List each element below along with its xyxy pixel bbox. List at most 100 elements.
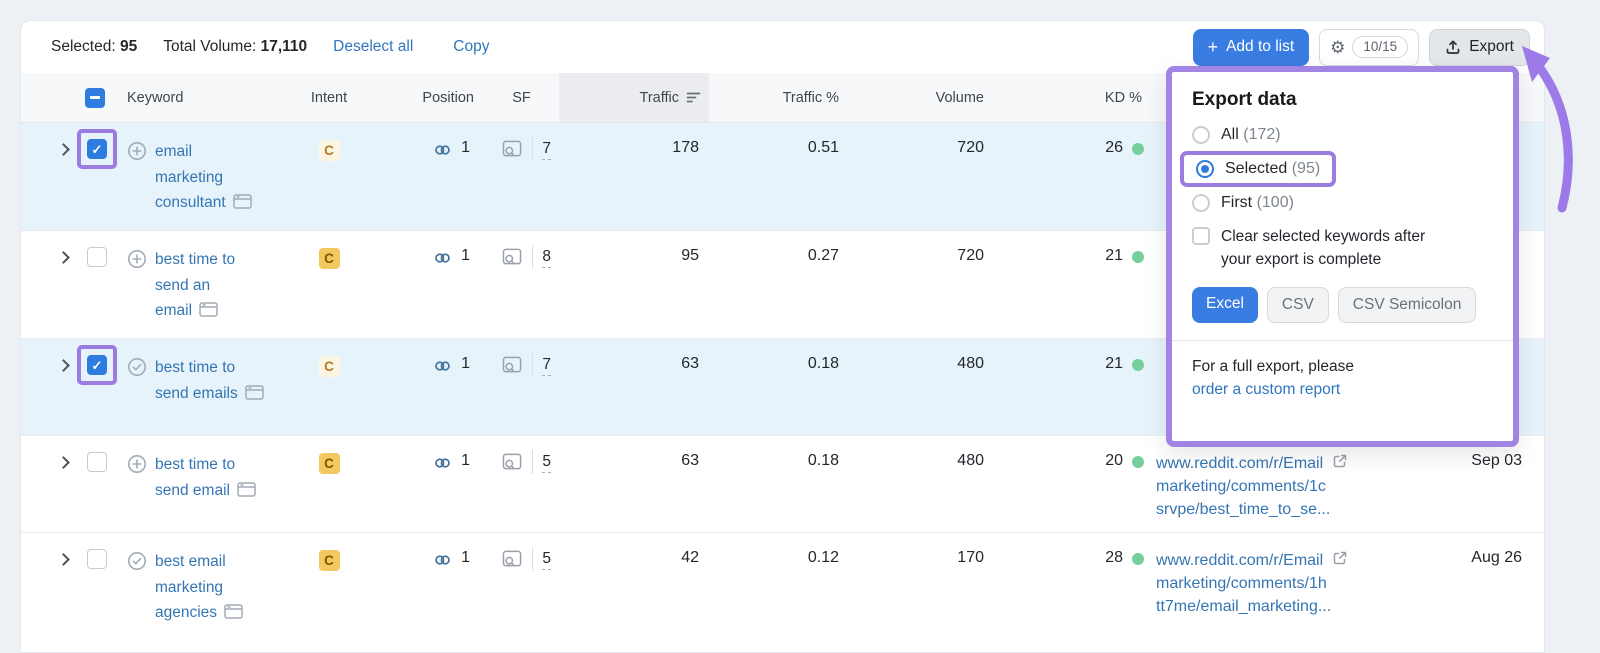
divider xyxy=(532,547,534,571)
serp-preview-icon[interactable] xyxy=(502,549,523,574)
position-value: 1 xyxy=(461,139,470,156)
custom-report-link[interactable]: order a custom report xyxy=(1192,380,1341,398)
added-keyword-icon[interactable] xyxy=(127,551,147,652)
export-option-first[interactable]: First (100) xyxy=(1192,194,1493,212)
expand-chevron-icon[interactable] xyxy=(57,553,70,566)
serp-snippet-icon[interactable] xyxy=(244,383,264,409)
col-header-keyword[interactable]: Keyword xyxy=(127,89,184,106)
clear-selected-option[interactable]: Clear selected keywords after your expor… xyxy=(1192,225,1493,272)
serp-snippet-icon[interactable] xyxy=(237,480,256,506)
intent-badge: C xyxy=(318,550,340,571)
col-header-traffic[interactable]: Traffic xyxy=(559,73,709,122)
serp-preview-icon[interactable] xyxy=(502,247,523,272)
deselect-all-link[interactable]: Deselect all xyxy=(333,38,414,55)
add-to-list-button[interactable]: + Add to list xyxy=(1192,28,1310,66)
serp-link-icon[interactable] xyxy=(433,549,452,574)
col-header-kd[interactable]: KD % xyxy=(1104,89,1142,106)
col-header-traffic-pct[interactable]: Traffic % xyxy=(782,89,839,106)
copy-link[interactable]: Copy xyxy=(453,38,490,55)
serp-link-icon[interactable] xyxy=(433,139,452,164)
volume-value: 480 xyxy=(957,452,984,469)
serp-preview-icon[interactable] xyxy=(502,452,523,477)
keyword-link[interactable]: best email marketing agencies xyxy=(155,553,226,622)
sf-count[interactable]: 5 xyxy=(542,549,551,571)
serp-link-icon[interactable] xyxy=(433,247,452,272)
radio-icon[interactable] xyxy=(1192,126,1210,144)
kd-value: 21 xyxy=(1105,355,1123,372)
col-header-intent[interactable]: Intent xyxy=(310,89,348,106)
select-all-checkbox[interactable] xyxy=(85,87,105,108)
checkbox-icon[interactable] xyxy=(1192,227,1210,245)
export-option-all[interactable]: All (172) xyxy=(1192,126,1493,144)
check-icon: ✓ xyxy=(91,357,103,373)
keyword-link[interactable]: email marketing consultant xyxy=(155,143,226,212)
add-keyword-icon[interactable] xyxy=(127,249,147,338)
csv-semicolon-export-button[interactable]: CSV Semicolon xyxy=(1337,286,1477,323)
expand-chevron-icon[interactable] xyxy=(57,143,70,156)
kd-value: 26 xyxy=(1105,139,1123,156)
upload-icon xyxy=(1446,40,1460,54)
add-keyword-icon[interactable] xyxy=(127,454,147,532)
traffic-pct-value: 0.12 xyxy=(807,549,839,566)
gear-icon: ⚙ xyxy=(1330,37,1346,57)
row-checkbox[interactable] xyxy=(87,452,107,472)
manage-columns-button[interactable]: ⚙ 10/15 xyxy=(1319,28,1420,66)
keyword-link[interactable]: best time to send email xyxy=(155,456,236,499)
serp-snippet-icon[interactable] xyxy=(224,602,243,628)
keyword-link[interactable]: best time to send an email xyxy=(155,251,236,320)
keyword-link[interactable]: best time to send emails xyxy=(155,359,238,402)
add-keyword-icon[interactable] xyxy=(127,141,147,230)
col-header-position[interactable]: Position xyxy=(422,89,474,106)
serp-link-icon[interactable] xyxy=(433,452,452,477)
intent-badge: C xyxy=(318,248,340,269)
table-row: best email marketing agencies C 1 5 42 0… xyxy=(21,533,1544,652)
serp-source-link[interactable]: www.reddit.com/r/Email marketing/comment… xyxy=(1156,552,1332,616)
export-button[interactable]: Export xyxy=(1429,28,1530,66)
expand-chevron-icon[interactable] xyxy=(57,456,70,469)
popup-title: Export data xyxy=(1192,89,1297,110)
table-row: best time to send email C 1 5 63 0.18 48… xyxy=(21,436,1544,533)
expand-chevron-icon[interactable] xyxy=(57,251,70,264)
traffic-pct-value: 0.51 xyxy=(807,139,839,156)
radio-selected-icon[interactable] xyxy=(1196,160,1214,178)
traffic-pct-value: 0.27 xyxy=(807,247,839,264)
kd-difficulty-dot xyxy=(1132,251,1144,263)
serp-preview-icon[interactable] xyxy=(502,139,523,164)
divider xyxy=(1172,339,1513,341)
volume-value: 720 xyxy=(957,139,984,156)
total-volume: Total Volume: 17,110 xyxy=(163,38,308,55)
traffic-value: 42 xyxy=(681,549,699,566)
external-link-icon[interactable] xyxy=(1332,453,1348,476)
radio-icon[interactable] xyxy=(1192,194,1210,212)
sf-count[interactable]: 7 xyxy=(542,139,551,161)
volume-value: 720 xyxy=(957,247,984,264)
check-icon: ✓ xyxy=(91,141,103,157)
col-header-sf[interactable]: SF xyxy=(512,89,531,106)
sf-count[interactable]: 7 xyxy=(542,355,551,377)
serp-snippet-icon[interactable] xyxy=(232,192,252,218)
position-value: 1 xyxy=(461,247,470,264)
serp-source-link[interactable]: www.reddit.com/r/Email marketing/comment… xyxy=(1156,455,1331,519)
added-keyword-icon[interactable] xyxy=(127,357,147,435)
kd-value: 28 xyxy=(1105,549,1123,566)
intent-badge: C xyxy=(318,356,340,377)
col-header-volume[interactable]: Volume xyxy=(935,89,984,106)
row-checkbox[interactable] xyxy=(87,549,107,569)
row-checkbox[interactable]: ✓ xyxy=(87,139,107,159)
serp-snippet-icon[interactable] xyxy=(199,300,218,326)
serp-link-icon[interactable] xyxy=(433,355,452,380)
traffic-pct-value: 0.18 xyxy=(807,452,839,469)
kd-difficulty-dot xyxy=(1132,553,1144,565)
row-checkbox[interactable] xyxy=(87,247,107,267)
expand-chevron-icon[interactable] xyxy=(57,359,70,372)
export-option-selected[interactable]: Selected (95) xyxy=(1196,160,1320,178)
serp-preview-icon[interactable] xyxy=(502,355,523,380)
divider xyxy=(532,450,534,474)
row-checkbox[interactable]: ✓ xyxy=(87,355,107,375)
external-link-icon[interactable] xyxy=(1332,550,1348,573)
csv-export-button[interactable]: CSV xyxy=(1266,286,1329,323)
sf-count[interactable]: 5 xyxy=(542,452,551,474)
volume-value: 480 xyxy=(957,355,984,372)
sf-count[interactable]: 8 xyxy=(542,247,551,269)
excel-export-button[interactable]: Excel xyxy=(1192,286,1258,323)
